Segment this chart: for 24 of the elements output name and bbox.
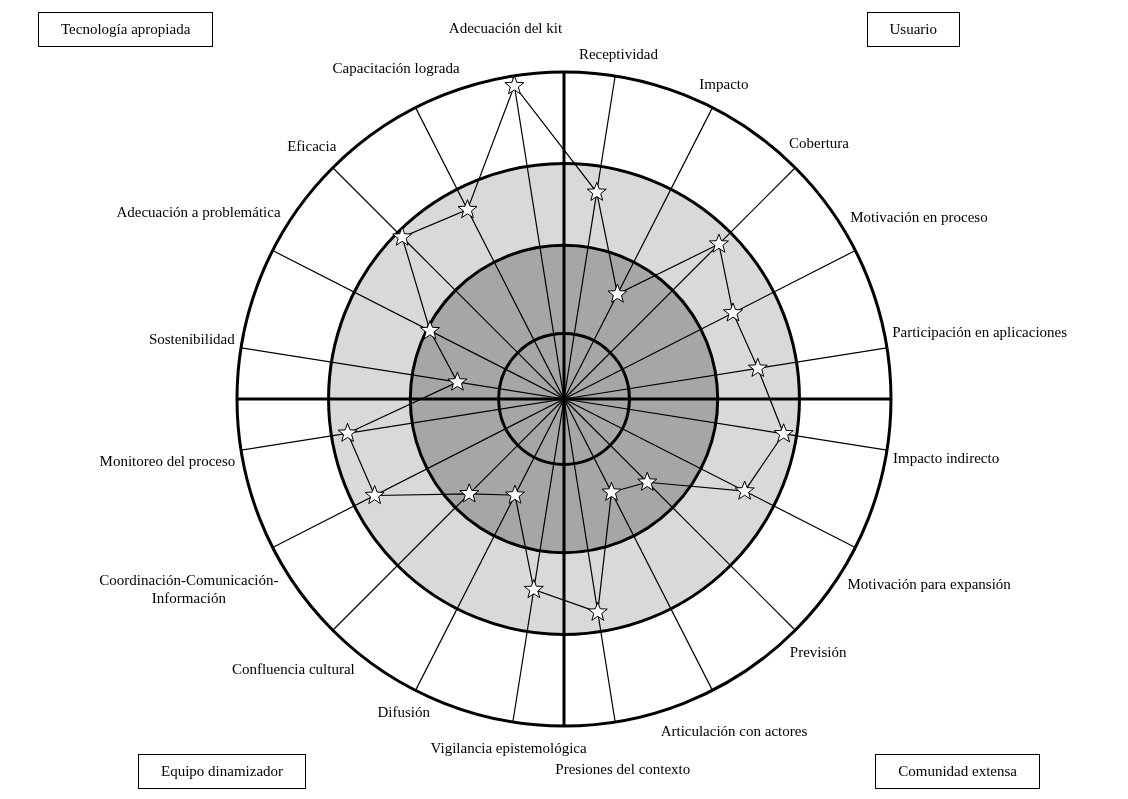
spoke-label: Presiones del contexto <box>555 761 691 778</box>
spoke-label: Adecuación a problemática <box>116 203 281 220</box>
text: Equipo dinamizador <box>138 754 307 789</box>
spoke-label: Monitoreo del proceso <box>99 452 236 469</box>
spoke-label: Eficacia <box>287 137 337 154</box>
spoke-label: Motivación en proceso <box>850 209 988 226</box>
spoke-label: Difusión <box>377 704 431 721</box>
spoke-label: Impacto <box>699 76 749 93</box>
spoke-label: Vigilancia epistemológica <box>430 739 588 756</box>
spoke-label: Impacto indirecto <box>892 450 1000 467</box>
spoke-label: Motivación para expansión <box>847 576 1012 592</box>
text: Usuario <box>866 12 960 47</box>
spoke-label: Cobertura <box>788 134 850 151</box>
spoke-label: Receptividad <box>578 46 659 63</box>
text: Tecnología apropiada <box>38 12 214 47</box>
spoke-label: Capacitación lograda <box>332 60 460 77</box>
spoke-label: Articulación con actores <box>660 723 808 740</box>
spoke-label: Sostenibilidad <box>148 330 236 347</box>
spoke-label: Coordinación-Comunicación-Información <box>99 572 279 607</box>
spoke-label: Confluencia cultural <box>231 660 355 677</box>
spoke-label: Previsión <box>789 644 847 661</box>
spoke-label: Adecuación del kit <box>448 20 563 37</box>
spoke-label: Participación en aplicaciones <box>892 324 1068 341</box>
text: Comunidad extensa <box>875 754 1040 789</box>
